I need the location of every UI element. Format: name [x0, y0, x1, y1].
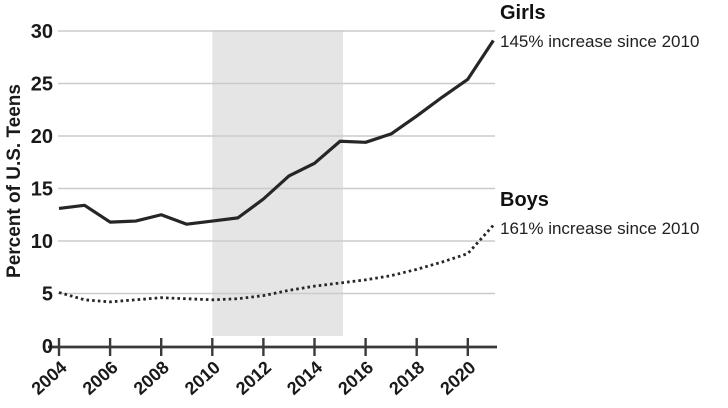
boys-line	[58, 224, 495, 304]
boys-legend: Boys 161% increase since 2010	[500, 189, 699, 239]
y-tick-label-30: 30	[31, 21, 53, 43]
girls-annotation: 145% increase since 2010	[500, 32, 700, 51]
y-tick-label-0: 0	[42, 336, 53, 358]
x-tick-label-2008: 2008	[130, 357, 173, 399]
x-tick-label-2014: 2014	[283, 357, 326, 399]
x-tick-label-2010: 2010	[181, 357, 224, 399]
girls-legend: Girls 145% increase since 2010	[500, 2, 699, 52]
y-tick-label-15: 15	[31, 179, 53, 201]
x-tick-label-2004: 2004	[28, 357, 71, 399]
x-tick-label-2018: 2018	[385, 357, 428, 399]
shaded-region-2010-2015	[212, 30, 344, 336]
boys-series-label: Boys	[500, 189, 549, 211]
x-tick-label-2006: 2006	[79, 357, 122, 399]
y-tick-label-10: 10	[31, 231, 53, 253]
boys-annotation: 161% increase since 2010	[500, 219, 700, 238]
x-tick-label-2020: 2020	[436, 357, 479, 399]
x-tick-label-2012: 2012	[232, 357, 275, 399]
x-tick-label-2016: 2016	[334, 357, 377, 399]
y-tick-label-5: 5	[42, 284, 53, 306]
y-tick-label-25: 25	[31, 74, 53, 96]
girls-series-label: Girls	[500, 2, 546, 24]
girls-line	[58, 39, 495, 226]
y-tick-label-20: 20	[31, 126, 53, 148]
y-axis-title: Percent of U.S. Teens	[4, 84, 25, 278]
